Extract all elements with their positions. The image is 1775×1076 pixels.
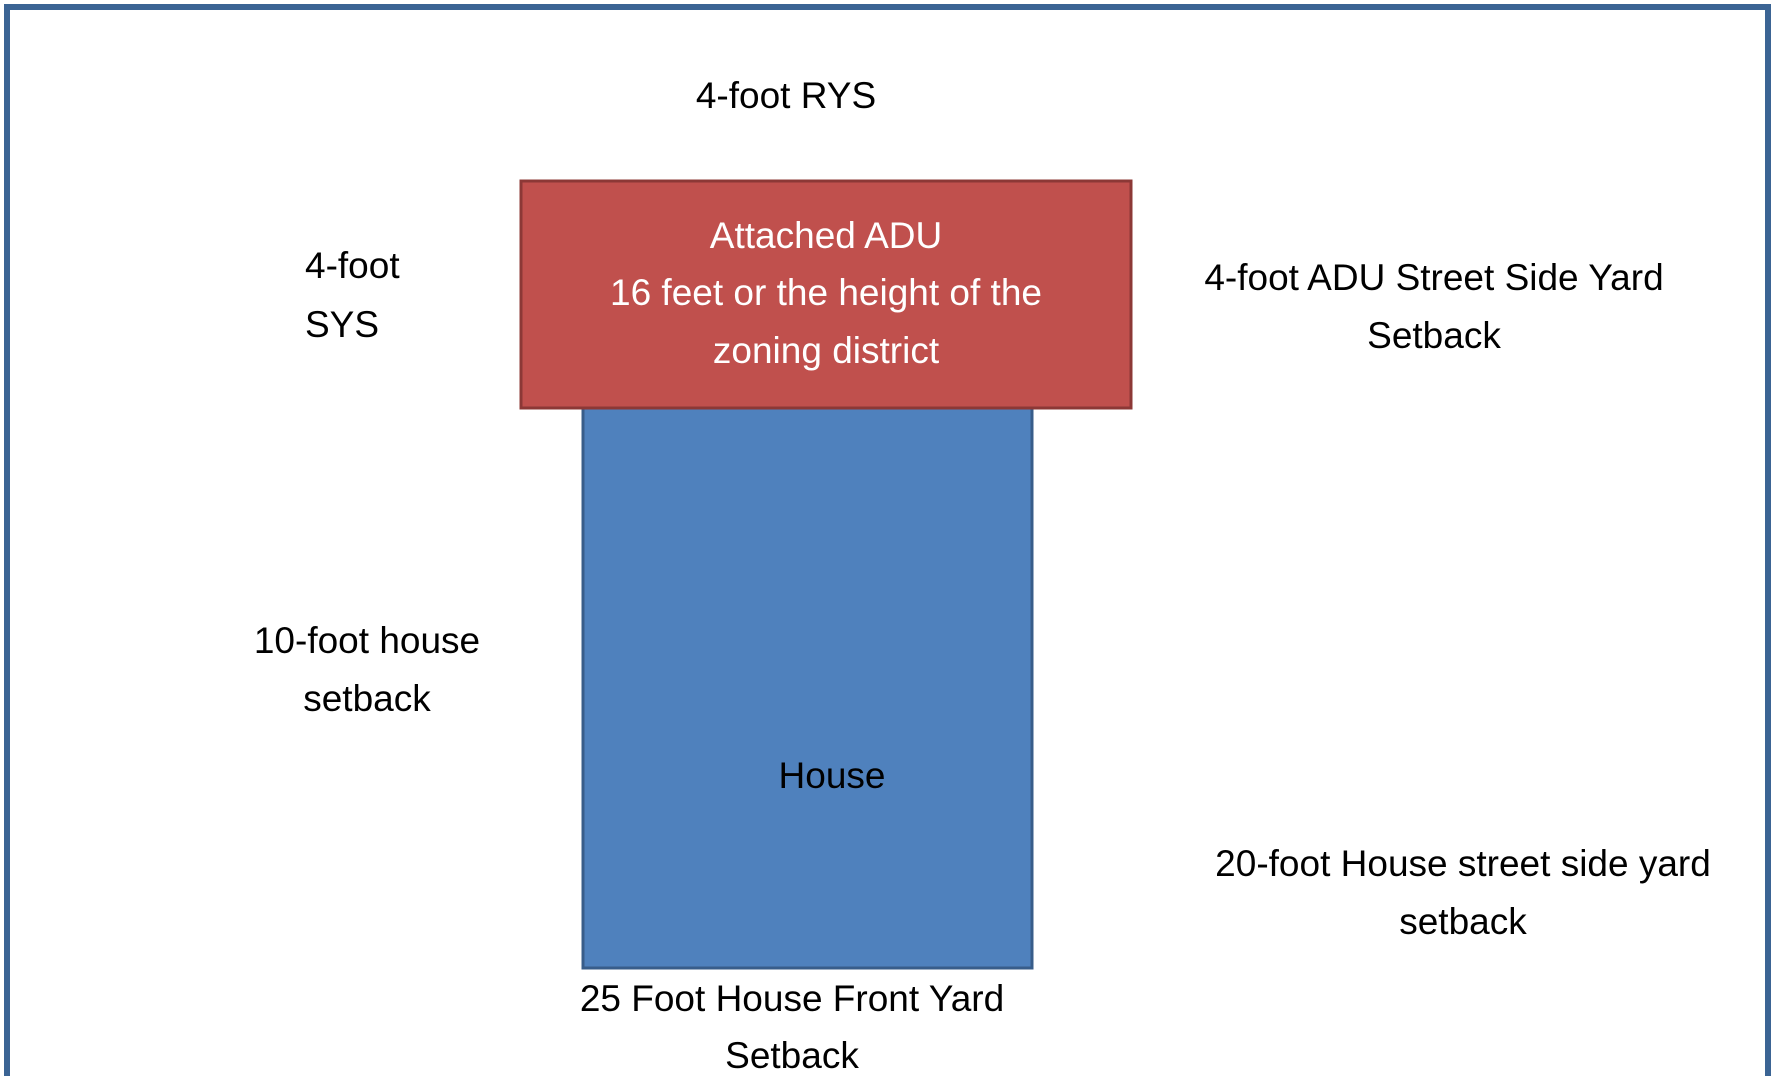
front-setback-label: Setback	[725, 1035, 859, 1076]
house-side-setback-label: setback	[303, 678, 431, 719]
adu-label: zoning district	[713, 330, 940, 371]
adu-street-setback-label: Setback	[1367, 315, 1501, 356]
house-street-setback-label: 20-foot House street side yard	[1215, 843, 1711, 884]
side-setback-label: SYS	[305, 304, 379, 345]
side-setback-label: 4-foot	[305, 245, 400, 286]
house-block	[581, 406, 1034, 970]
rear-setback-label: 4-foot RYS	[696, 75, 876, 116]
adu-label: Attached ADU	[710, 215, 942, 256]
adu-block	[519, 179, 1133, 410]
adu-label: 16 feet or the height of the	[610, 272, 1042, 313]
house-side-setback-label: 10-foot house	[254, 620, 480, 661]
lot-boundary	[4, 4, 1771, 1076]
front-setback-label: 25 Foot House Front Yard	[580, 978, 1004, 1019]
house-label: House	[779, 755, 886, 796]
house-street-setback-label: setback	[1399, 901, 1527, 942]
adu-street-setback-label: 4-foot ADU Street Side Yard	[1204, 257, 1663, 298]
